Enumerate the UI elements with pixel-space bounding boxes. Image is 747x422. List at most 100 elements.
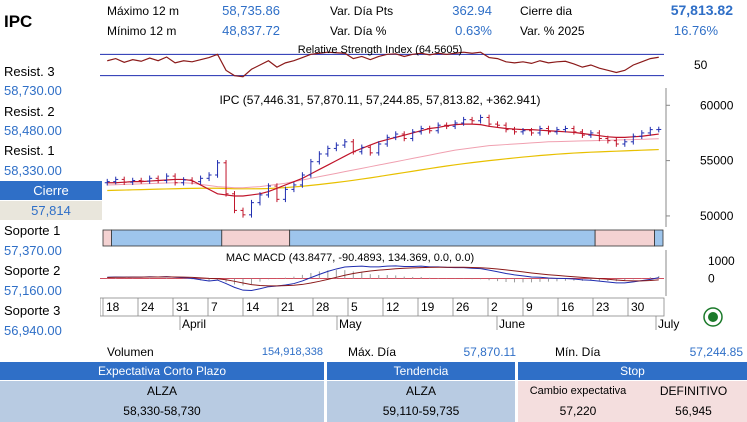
price-bar [588, 130, 594, 138]
price-bar [435, 122, 441, 134]
price-bar [325, 145, 331, 157]
price-bar [274, 183, 280, 203]
soporte2-label: Soporte 2 [4, 263, 61, 278]
price-bar [554, 126, 560, 135]
price-bar [113, 176, 119, 185]
price-bar [528, 127, 534, 136]
x-tick-label: 28 [316, 300, 330, 314]
price-bar [333, 142, 339, 152]
x-tick-label: 30 [631, 300, 645, 314]
expectativa-value [0, 381, 324, 422]
price-bar [579, 129, 585, 138]
trend-band-up [654, 229, 664, 247]
stop-definitivo-label: DEFINITIVO [659, 384, 728, 398]
x-tick-label: 18 [106, 300, 120, 314]
x-tick-label: 19 [421, 300, 435, 314]
price-tick-label: 60000 [700, 98, 734, 112]
macd-signal-line [107, 266, 659, 287]
price-bar [596, 130, 602, 142]
macd-tick-label: 0 [708, 271, 715, 285]
price-bar [376, 141, 382, 156]
max-dia-label: Máx. Día [348, 345, 397, 359]
price-bar [647, 126, 653, 136]
x-tick-label: 16 [561, 300, 575, 314]
x-tick-label: 26 [456, 300, 470, 314]
price-bar [206, 172, 212, 182]
price-bar [656, 126, 662, 133]
price-bar [444, 122, 450, 130]
stat-cierre-label: Cierre dia [520, 4, 573, 18]
price-bar [291, 182, 297, 193]
stat-var2025-label: Var. % 2025 [520, 24, 585, 38]
min-dia-value: 57,244.85 [689, 345, 743, 359]
price-bar [130, 177, 136, 185]
stat-vardiapts-value: 362.94 [452, 3, 492, 18]
price-bar [189, 177, 195, 185]
price-bar [410, 129, 416, 142]
resist2-value: 58,480.00 [4, 123, 62, 138]
x-tick-label: 24 [141, 300, 155, 314]
price-bar [198, 175, 204, 185]
price-bar [384, 134, 390, 147]
x-axis: 18 24 31 7 14 21 28 5 12 19 26 2 9 16 23 30 April May June… [100, 297, 679, 331]
price-bar [495, 121, 501, 128]
ticker-title: IPC [4, 12, 33, 31]
price-bar [630, 133, 636, 145]
stat-cierre-value: 57,813.82 [670, 2, 733, 18]
trend-band-up [111, 229, 223, 247]
volumen-label: Volumen [107, 345, 154, 359]
logo-icon [703, 307, 723, 327]
macd-line [107, 265, 659, 292]
rsi-title: Relative Strength Index (64.5605) [298, 44, 463, 56]
price-panel: 50000 55000 60000 IPC (57,446.31, 57,870.11… [104, 88, 734, 227]
tendencia-direction: ALZA [405, 384, 436, 398]
x-tick-label: 12 [386, 300, 400, 314]
macd-panel: 1000 0 MAC MACD (43.8477, -90.4893, 134.36… [100, 250, 735, 296]
price-bar [639, 130, 645, 140]
soporte3-label: Soporte 3 [4, 303, 61, 318]
stop-definitivo-value: 56,945 [675, 404, 712, 418]
price-bar [223, 160, 229, 197]
x-tick-label: 14 [246, 300, 260, 314]
x-tick-label: 23 [596, 300, 610, 314]
price-bar [299, 172, 305, 188]
trend-band-down [594, 229, 655, 247]
month-label: May [339, 317, 362, 331]
price-bar [248, 199, 254, 218]
resist1-value: 58,330.00 [4, 163, 62, 178]
price-bar [503, 122, 509, 133]
month-label: July [658, 317, 679, 331]
cierre-value: 57,814 [0, 201, 102, 220]
trend-band-up [289, 229, 596, 247]
price-bar [172, 173, 178, 186]
price-bar [367, 144, 373, 156]
price-bar [537, 125, 543, 136]
price-bar [427, 125, 433, 134]
rsi-line [107, 51, 659, 78]
x-tick-label: 31 [176, 300, 190, 314]
x-tick-label: 5 [351, 300, 358, 314]
sma-short-line [107, 123, 659, 197]
soporte1-value: 57,370.00 [4, 243, 62, 258]
price-bar [147, 175, 153, 184]
price-bar [282, 186, 288, 203]
price-bar [232, 191, 238, 214]
price-tick-label: 55000 [700, 154, 734, 168]
x-tick-label: 21 [281, 300, 295, 314]
price-bar [257, 192, 263, 206]
price-bar [486, 114, 492, 127]
stop-cambio-label: Cambio expectativa [529, 385, 627, 397]
price-bar [622, 139, 628, 147]
price-bar [164, 173, 170, 184]
stop-cambio-value: 57,220 [559, 404, 597, 418]
min-dia-label: Mín. Día [555, 345, 601, 359]
price-bar [104, 178, 110, 186]
sma-long-line [107, 148, 659, 192]
header-expectativa: Expectativa Corto Plazo [0, 362, 324, 380]
price-bar [121, 176, 127, 185]
price-bar [605, 135, 611, 144]
rsi-panel: Relative Strength Index (64.5605) 50 [100, 44, 708, 78]
price-bar [478, 114, 484, 124]
soporte2-value: 57,160.00 [4, 283, 62, 298]
price-bar [461, 116, 467, 126]
